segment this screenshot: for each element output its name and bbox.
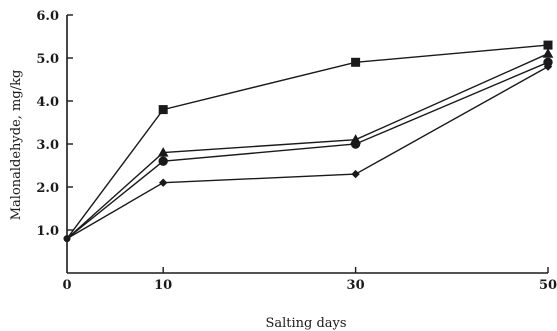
x-axis-title: Salting days [265,316,346,331]
data-point-square [351,57,361,67]
data-point-diamond [158,178,168,187]
x-tick-label: 50 [539,278,557,293]
series-line-diamond [66,65,549,240]
x-tick-label: 0 [62,278,71,293]
y-tick-label: 1.0 [36,224,59,239]
y-tick-label: 6.0 [36,9,59,24]
data-point-circle [158,156,168,166]
data-point-diamond [543,62,553,71]
y-tick-label: 5.0 [36,52,59,67]
series-line-square [66,44,549,240]
series-line-triangle [66,53,549,240]
data-point-diamond [351,169,360,179]
data-point-triangle [157,147,169,157]
y-ticks: 1.0 2.0 3.0 4.0 5.0 6.0 [36,9,73,239]
series-line-circle [66,61,549,240]
axes [66,15,548,274]
y-tick-label: 3.0 [36,138,59,153]
y-axis-title: Malonaldehyde, mg/kg [9,70,24,221]
data-point-circle [350,139,361,149]
data-point-square [158,105,168,115]
series-group [63,40,554,243]
data-point-triangle [542,48,554,58]
y-tick-label: 2.0 [36,181,59,196]
data-point-origin [63,235,71,243]
x-ticks: 0 10 30 50 [62,267,557,293]
x-tick-label: 30 [347,278,365,293]
x-tick-label: 10 [154,278,172,293]
y-tick-label: 4.0 [36,95,59,110]
data-point-square [543,40,553,50]
